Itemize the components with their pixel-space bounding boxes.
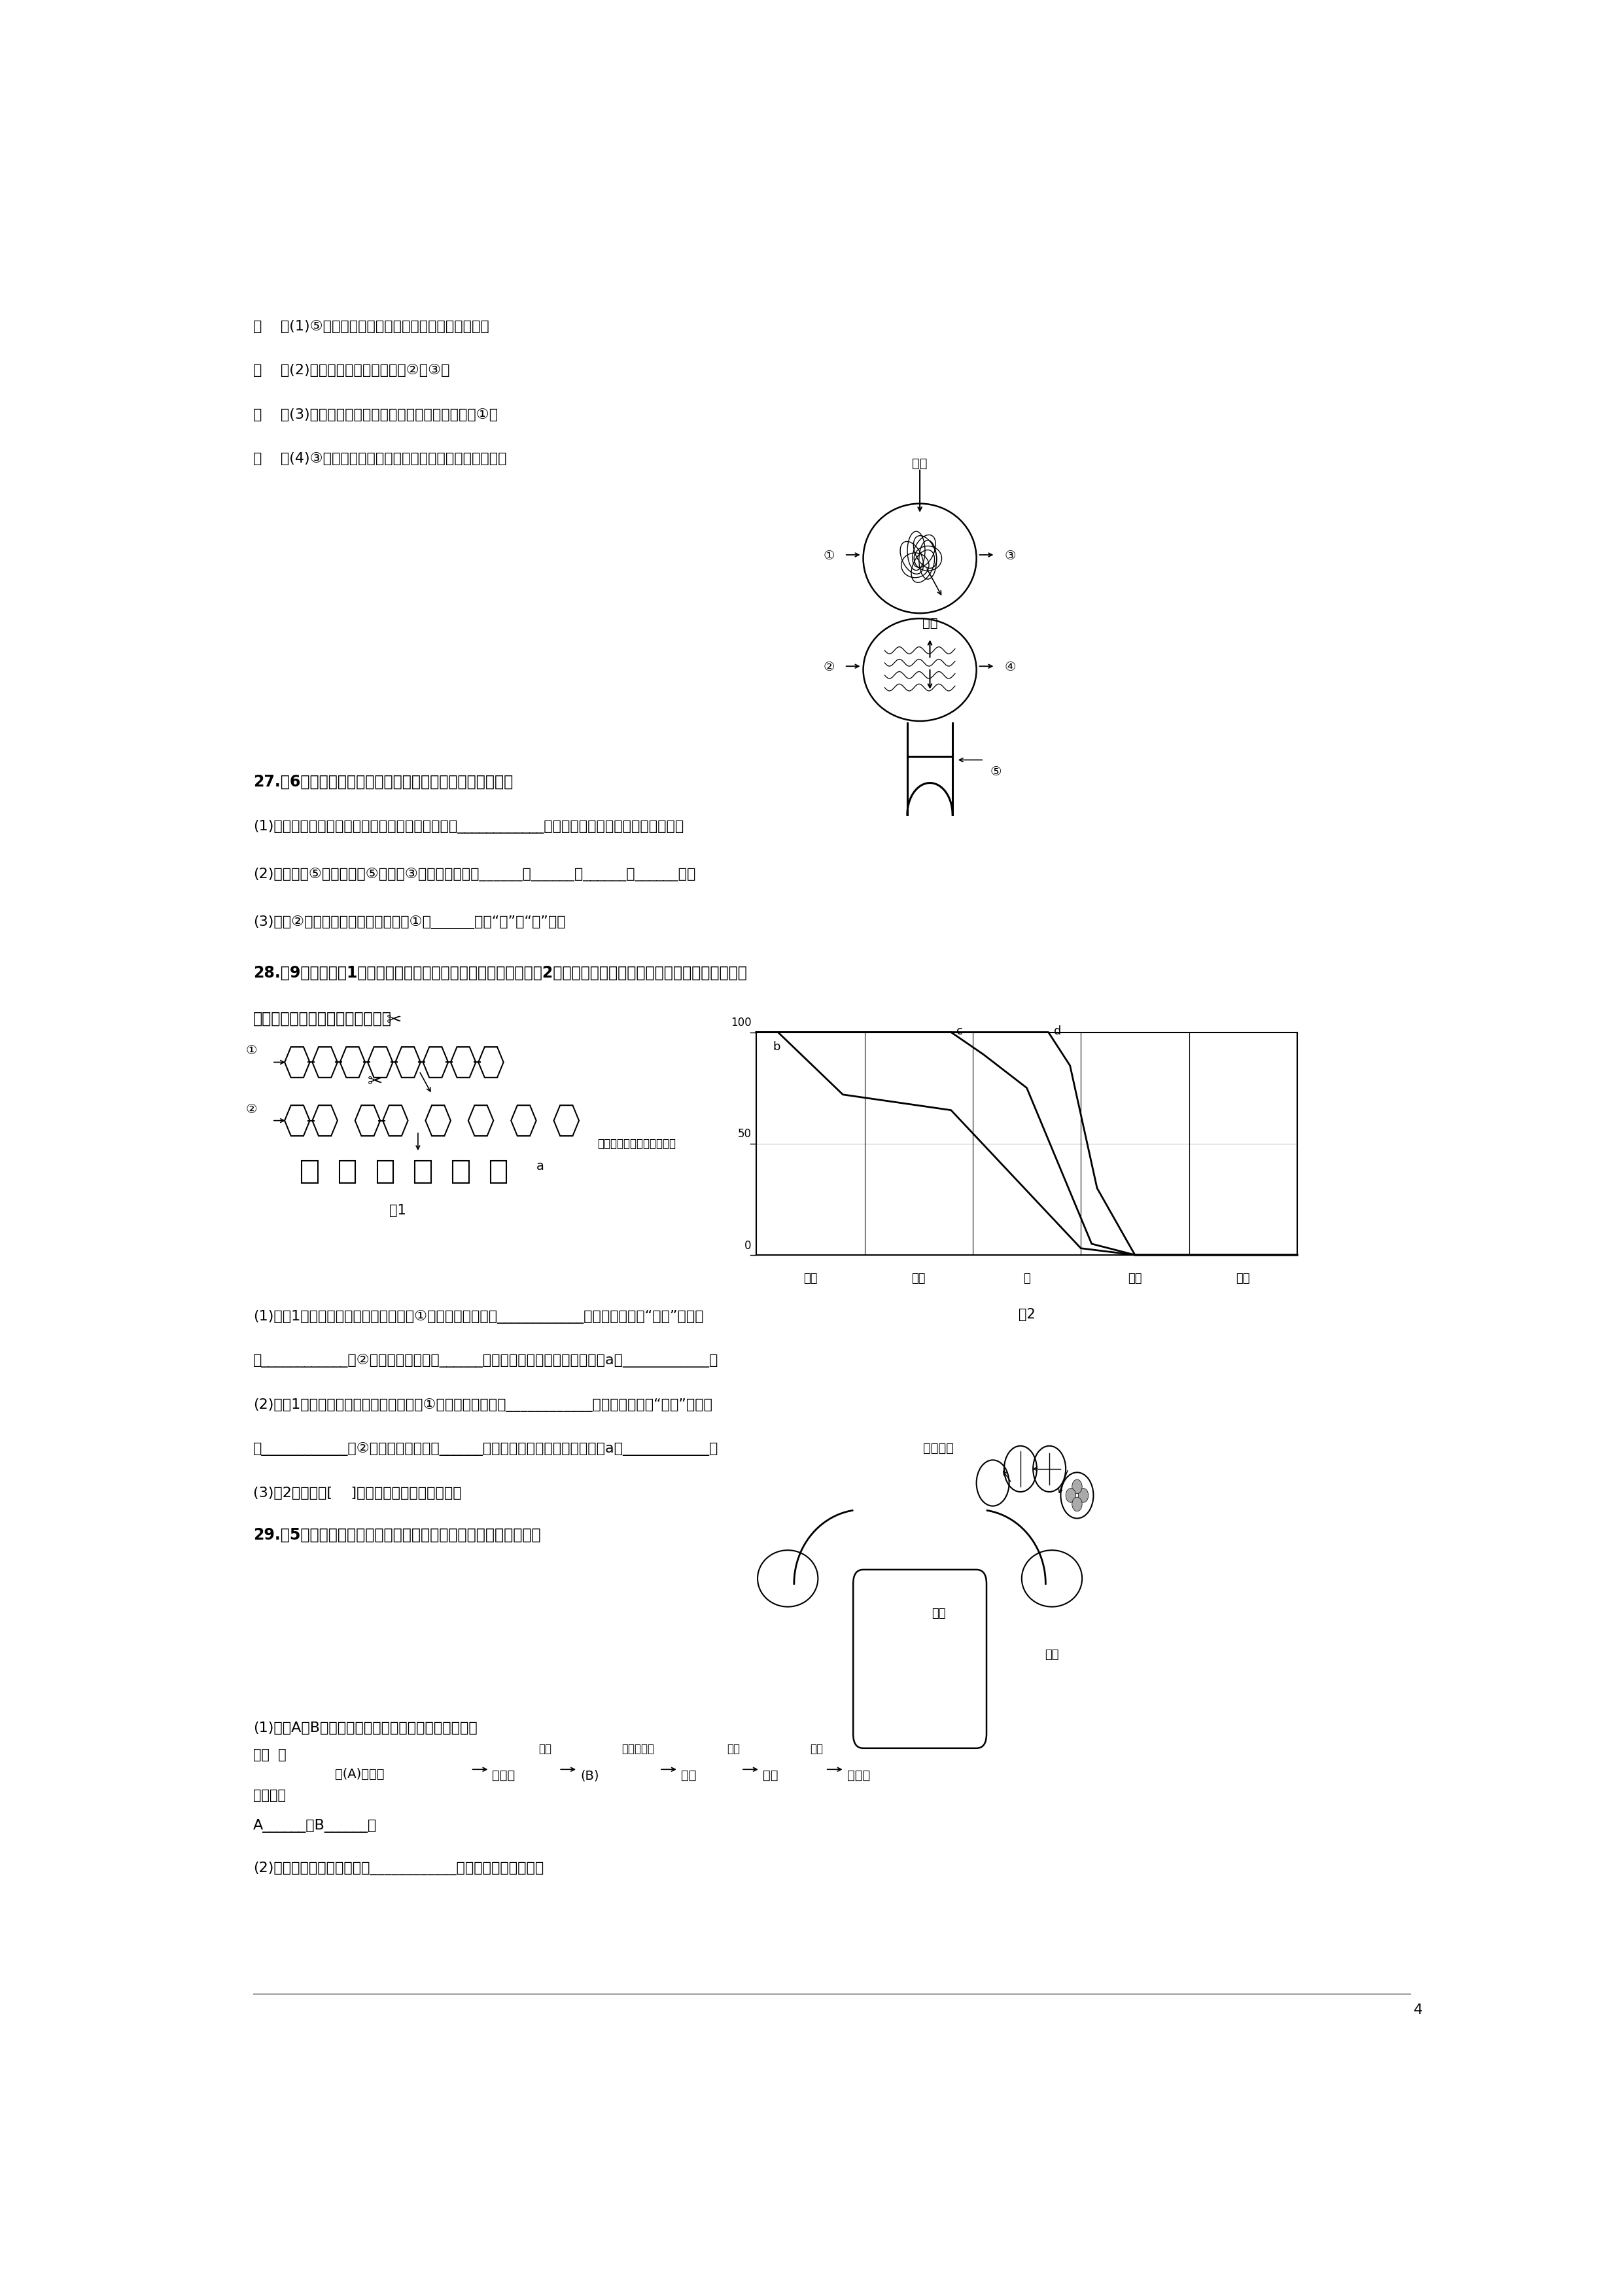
Text: ⑤: ⑤ bbox=[990, 765, 1001, 778]
Text: 4: 4 bbox=[1414, 2004, 1423, 2016]
Text: 是____________；②所表示的过程是在______内进行的，最终被分解成的物质a是____________。: 是____________；②所表示的过程是在______内进行的，最终被分解成… bbox=[253, 1442, 719, 1456]
Text: 受精卵: 受精卵 bbox=[492, 1770, 514, 1782]
Text: 胚胎: 胚胎 bbox=[682, 1770, 696, 1782]
Text: a: a bbox=[536, 1159, 544, 1173]
Text: 卵巢: 卵巢 bbox=[1045, 1649, 1058, 1660]
Text: 分裂: 分裂 bbox=[539, 1743, 552, 1754]
Text: (2)若图1模拟的是蛋白质的消化过程，则①所表示的过程是在____________内进行的，图中“剪刀”模拟的: (2)若图1模拟的是蛋白质的消化过程，则①所表示的过程是在___________… bbox=[253, 1398, 712, 1412]
Text: (3)血管②中大分子物质的浓度比血管①中______（填“高”或“低”）。: (3)血管②中大分子物质的浓度比血管①中______（填“高”或“低”）。 bbox=[253, 916, 566, 930]
Text: ③: ③ bbox=[1005, 549, 1016, 563]
Text: （    ）(2)血液中具有运输功能的是②和③。: （ ）(2)血液中具有运输功能的是②和③。 bbox=[253, 363, 450, 377]
Text: (B): (B) bbox=[581, 1770, 599, 1782]
Text: 卵细胞｝: 卵细胞｝ bbox=[253, 1789, 286, 1802]
Text: 100: 100 bbox=[730, 1017, 751, 1029]
Text: 图1: 图1 bbox=[390, 1203, 406, 1217]
Text: 0: 0 bbox=[745, 1240, 751, 1251]
Text: d: d bbox=[1053, 1026, 1061, 1038]
Text: b: b bbox=[773, 1040, 781, 1054]
Text: (1)填出A、B的名称，完善下列人的生殖过程流程图。: (1)填出A、B的名称，完善下列人的生殖过程流程图。 bbox=[253, 1722, 477, 1736]
Text: 胎儿: 胎儿 bbox=[763, 1770, 777, 1782]
Text: 精子  ｝: 精子 ｝ bbox=[253, 1747, 286, 1761]
Text: 28.（9分）下面图1模拟的是淠粉、蛋白质和脂肪的消化过程；图2表示淠粉、蛋白质和脂肪在消化道中各部位被消: 28.（9分）下面图1模拟的是淠粉、蛋白质和脂肪的消化过程；图2表示淠粉、蛋白质… bbox=[253, 964, 747, 980]
Text: 未被消化营养物质的百分比: 未被消化营养物质的百分比 bbox=[597, 1139, 677, 1150]
Text: 化的程度。请据图回答下列问题。: 化的程度。请据图回答下列问题。 bbox=[253, 1010, 391, 1026]
Text: 尿液: 尿液 bbox=[922, 618, 938, 629]
Circle shape bbox=[1066, 1488, 1076, 1502]
Text: ✂: ✂ bbox=[367, 1072, 383, 1091]
Text: ✂: ✂ bbox=[386, 1010, 401, 1029]
Text: ①: ① bbox=[823, 549, 834, 563]
Text: （    ）(4)③的结构呢两面凹的圆盘状，主要运输二氧化碳。: （ ）(4)③的结构呢两面凹的圆盘状，主要运输二氧化碳。 bbox=[253, 452, 506, 466]
Text: (3)图2中，曲线[    ]表示的是脂肪的消化过程。: (3)图2中，曲线[ ]表示的是脂肪的消化过程。 bbox=[253, 1486, 461, 1499]
Text: 细胞分裂: 细胞分裂 bbox=[923, 1442, 954, 1456]
Text: 子宫: 子宫 bbox=[932, 1607, 946, 1619]
Text: 口腔: 口腔 bbox=[803, 1272, 818, 1283]
Text: 植入子宫内: 植入子宫内 bbox=[622, 1743, 654, 1754]
Text: 胃: 胃 bbox=[1022, 1272, 1031, 1283]
Text: ①: ① bbox=[245, 1045, 256, 1056]
Text: 27.（6分）右图是尿液形成示意图，请据图回答下列问题。: 27.（6分）右图是尿液形成示意图，请据图回答下列问题。 bbox=[253, 774, 513, 790]
Circle shape bbox=[1073, 1497, 1083, 1511]
Text: （    ）(3)血细胞中能穿过毛细血管具有吨噬作用的是①。: （ ）(3)血细胞中能穿过毛细血管具有吨噬作用的是①。 bbox=[253, 409, 498, 420]
Circle shape bbox=[1078, 1488, 1089, 1502]
Text: 在(A)内受精: 在(A)内受精 bbox=[334, 1768, 385, 1779]
Text: 图2: 图2 bbox=[1018, 1309, 1035, 1320]
Text: (1)尿液的形成主要与肾单位有关，肾单位由图中的____________（用图中数字回答）三个部分构成。: (1)尿液的形成主要与肾单位有关，肾单位由图中的____________（用图中… bbox=[253, 820, 683, 833]
Text: c: c bbox=[956, 1026, 962, 1038]
Text: 是____________；②所表示的过程是在______内进行的，最终被分解成的物质a是____________。: 是____________；②所表示的过程是在______内进行的，最终被分解成… bbox=[253, 1355, 719, 1368]
Text: （    ）(1)⑤是淡黄色的半透明的液体，主要成分是水。: （ ）(1)⑤是淡黄色的半透明的液体，主要成分是水。 bbox=[253, 319, 489, 333]
Circle shape bbox=[1073, 1479, 1083, 1495]
Text: 血液: 血液 bbox=[912, 457, 927, 471]
Text: ②: ② bbox=[823, 661, 834, 673]
Text: 分娩: 分娩 bbox=[810, 1743, 823, 1754]
Text: (1)若图1模拟的是淠粉的消化过程，则①所表示的过程是在____________内进行的，图中“剪刀”模拟的: (1)若图1模拟的是淠粉的消化过程，则①所表示的过程是在____________… bbox=[253, 1309, 704, 1322]
Text: 大肠: 大肠 bbox=[1237, 1272, 1250, 1283]
Text: 食道: 食道 bbox=[912, 1272, 925, 1283]
Text: A______，B______。: A______，B______。 bbox=[253, 1818, 377, 1832]
Text: 50: 50 bbox=[737, 1127, 751, 1141]
Text: 发育: 发育 bbox=[727, 1743, 740, 1754]
Ellipse shape bbox=[758, 1550, 818, 1607]
Ellipse shape bbox=[1022, 1550, 1083, 1607]
Text: (2)血液流经⑤时，可以从⑤过滤到③的物质有一部分______、______、______、______等。: (2)血液流经⑤时，可以从⑤过滤到③的物质有一部分______、______、_… bbox=[253, 868, 696, 882]
Text: 小肠: 小肠 bbox=[1128, 1272, 1143, 1283]
Text: ②: ② bbox=[245, 1102, 256, 1116]
Text: 29.（5分）根据排卵、受精和开始怀孕的示意图，回答以下问题。: 29.（5分）根据排卵、受精和开始怀孕的示意图，回答以下问题。 bbox=[253, 1527, 540, 1543]
Text: 新生儿: 新生儿 bbox=[847, 1770, 870, 1782]
Text: ④: ④ bbox=[1005, 661, 1016, 673]
Text: (2)从青春期开始，卵巢内的____________陆续发育成熟并排出。: (2)从青春期开始，卵巢内的____________陆续发育成熟并排出。 bbox=[253, 1862, 544, 1876]
